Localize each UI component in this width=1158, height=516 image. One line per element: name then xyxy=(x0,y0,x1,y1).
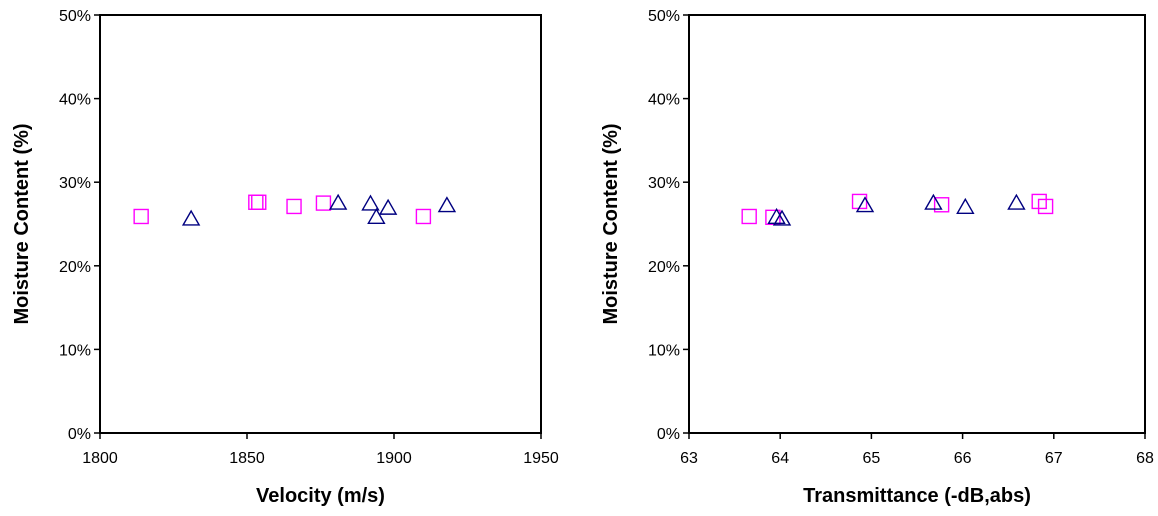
data-point-square xyxy=(248,194,264,210)
series-square-markers xyxy=(133,194,432,225)
y-axis-title: Moisture Content (%) xyxy=(11,123,33,324)
x-tick-label: 66 xyxy=(954,450,972,467)
x-tick-label: 64 xyxy=(771,450,789,467)
data-point-triangle xyxy=(328,193,348,210)
y-tick-label: 10% xyxy=(59,342,91,359)
transmittance-chart: 0% 10% 20% 30% 40% 50% 63 64 65 66 67 68 Transmittan… xyxy=(600,8,1154,507)
y-tick-label: 30% xyxy=(59,175,91,192)
velocity-chart: 0% 10% 20% 30% 40% 50% 1800 1850 1900 1950 Velocit… xyxy=(11,8,559,507)
y-tick-label: 20% xyxy=(59,259,91,276)
x-tick-label: 63 xyxy=(680,450,698,467)
y-tick-label: 0% xyxy=(657,426,680,443)
y-tick-label: 0% xyxy=(68,426,91,443)
x-tick-label: 65 xyxy=(863,450,881,467)
x-tick-label: 1800 xyxy=(82,450,118,467)
data-point-triangle xyxy=(772,209,792,226)
x-tick-label: 1950 xyxy=(523,450,559,467)
data-point-triangle xyxy=(924,193,943,210)
series-square-markers xyxy=(741,193,1054,226)
y-tick-label: 50% xyxy=(648,8,680,25)
x-axis-title: Velocity (m/s) xyxy=(256,485,385,507)
data-point-triangle xyxy=(855,196,875,213)
x-tick-label: 67 xyxy=(1045,450,1063,467)
data-point-square xyxy=(415,208,432,225)
data-point-square xyxy=(1037,198,1054,215)
y-tick-label: 30% xyxy=(648,175,680,192)
data-point-triangle xyxy=(181,209,201,226)
transmittance-plot-area xyxy=(688,14,1146,434)
data-point-triangle xyxy=(378,198,398,215)
data-point-triangle xyxy=(361,194,380,211)
series-triangle-markers xyxy=(767,193,1026,226)
data-point-square xyxy=(315,195,332,211)
data-point-square xyxy=(133,208,149,225)
data-point-square xyxy=(286,198,302,215)
data-point-triangle xyxy=(367,207,386,225)
velocity-plot-area xyxy=(99,14,542,434)
y-tick-label: 40% xyxy=(648,92,680,109)
data-point-triangle xyxy=(437,196,457,213)
y-tick-label: 40% xyxy=(59,92,91,109)
data-point-triangle xyxy=(1007,193,1026,210)
y-tick-label: 50% xyxy=(59,8,91,25)
x-tick-label: 1900 xyxy=(376,450,412,467)
data-point-square xyxy=(933,197,950,213)
data-point-triangle xyxy=(767,207,786,225)
y-axis-title: Moisture Content (%) xyxy=(600,123,622,324)
series-triangle-markers xyxy=(181,193,457,226)
data-point-square xyxy=(741,208,757,225)
x-axis-title: Transmittance (-dB,abs) xyxy=(803,485,1031,507)
x-tick-label: 1850 xyxy=(229,450,265,467)
y-tick-label: 20% xyxy=(648,259,680,276)
data-point-triangle xyxy=(956,197,975,214)
data-point-square xyxy=(765,209,781,226)
data-point-square xyxy=(251,194,267,210)
x-tick-label: 68 xyxy=(1136,450,1154,467)
y-tick-label: 10% xyxy=(648,342,680,359)
